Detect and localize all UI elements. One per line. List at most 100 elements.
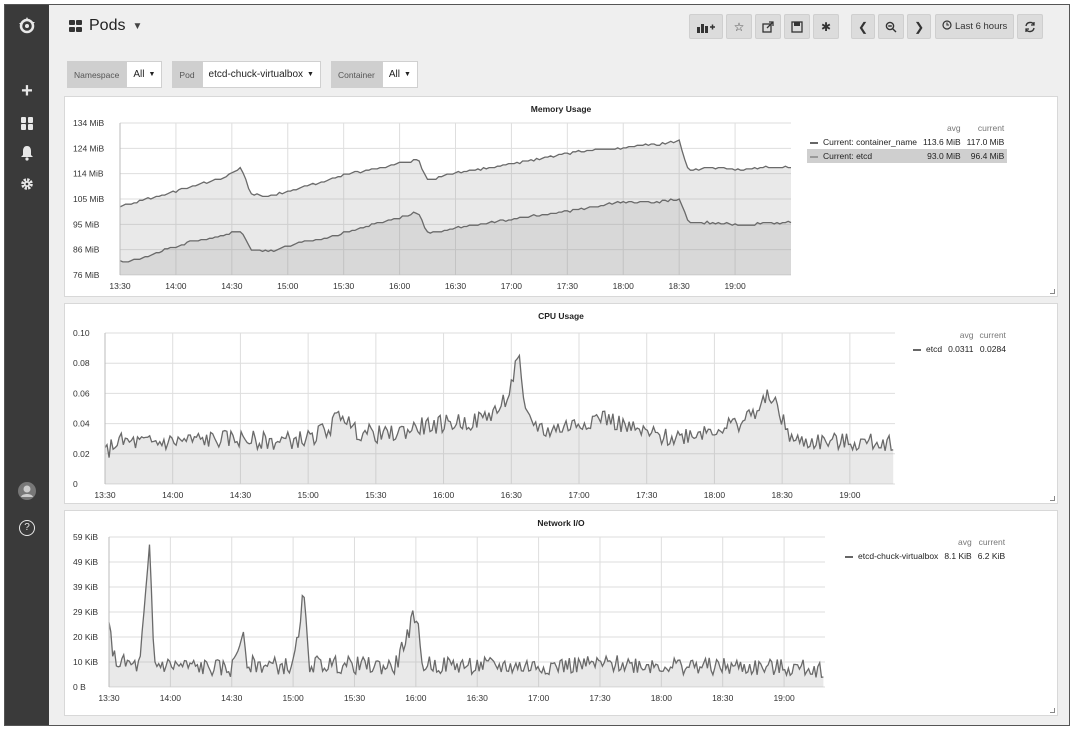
series-swatch: [913, 348, 921, 351]
x-tick-label: 17:30: [589, 693, 611, 703]
legend-header-current: current: [978, 537, 1006, 547]
y-tick-label: 95 MiB: [73, 219, 100, 229]
variable-pod: Pod etcd-chuck-virtualbox ▼: [172, 61, 321, 88]
x-tick-label: 19:00: [773, 693, 795, 703]
caret-down-icon: ▼: [403, 71, 411, 78]
x-tick-label: 16:30: [467, 693, 489, 703]
panel-title[interactable]: Network I/O: [537, 518, 585, 528]
legend-series-name: Current: container_name: [823, 137, 918, 147]
legend-avg: 0.0311: [948, 344, 974, 354]
x-tick-label: 18:30: [669, 281, 691, 291]
user-avatar-icon[interactable]: [5, 481, 49, 507]
add-panel-button[interactable]: [689, 14, 723, 39]
grafana-logo-icon[interactable]: [5, 15, 49, 43]
x-tick-label: 15:30: [365, 490, 387, 500]
panel-title[interactable]: CPU Usage: [538, 311, 584, 321]
x-tick-label: 15:00: [277, 281, 299, 291]
series-swatch: [845, 555, 853, 558]
cpu-usage-chart[interactable]: 0.10 0.08 0.06 0.04 0.02 0 13:30 14:00 14:30 15:0…: [65, 304, 1059, 505]
legend-row[interactable]: Current: container_name 113.6 MiB 117.0 Mi…: [807, 135, 1007, 149]
legend-avg: 113.6 MiB: [923, 137, 961, 147]
zoom-out-button[interactable]: [878, 14, 905, 39]
dashboards-icon[interactable]: [5, 114, 49, 134]
legend-current: 96.4 MiB: [963, 149, 1008, 163]
memory-legend: avg current Current: container_name 113.6 …: [807, 121, 1008, 163]
y-tick-label: 0.06: [73, 388, 90, 398]
memory-usage-chart[interactable]: 134 MiB 124 MiB 114 MiB 105 MiB 95 MiB 86 MiB…: [65, 97, 1059, 298]
plus-icon[interactable]: +: [21, 80, 33, 102]
x-tick-label: 18:00: [651, 693, 673, 703]
zoom-out-icon: [885, 21, 897, 32]
network-io-panel[interactable]: Network I/O 59 KiB 49 KiB 39 KiB 29 KiB 20 K…: [64, 510, 1058, 716]
series-swatch: [810, 155, 818, 158]
namespace-select[interactable]: All ▼: [126, 61, 163, 88]
refresh-icon: [1025, 21, 1035, 32]
container-select[interactable]: All ▼: [381, 61, 418, 88]
y-tick-label: 0: [73, 479, 78, 489]
x-tick-label: 18:30: [712, 693, 734, 703]
y-tick-label: 59 KiB: [73, 532, 98, 542]
panel-resize-handle[interactable]: [1050, 708, 1055, 713]
x-tick-label: 15:30: [333, 281, 355, 291]
refresh-button[interactable]: [1017, 14, 1044, 39]
time-picker-button[interactable]: Last 6 hours: [935, 14, 1015, 39]
star-button[interactable]: ☆: [726, 14, 752, 39]
chevron-right-icon: ❯: [914, 19, 925, 34]
save-icon: [791, 20, 803, 33]
legend-row[interactable]: etcd-chuck-virtualbox 8.1 KiB 6.2 KiB: [842, 549, 1008, 563]
series-area: [120, 140, 791, 275]
x-tick-label: 14:00: [160, 693, 182, 703]
variable-label: Namespace: [67, 61, 127, 88]
x-tick-label: 17:00: [501, 281, 523, 291]
network-io-chart[interactable]: 59 KiB 49 KiB 39 KiB 29 KiB 20 KiB 10 KiB 0 B 1…: [65, 511, 1059, 717]
series-line: [104, 353, 894, 458]
variable-label: Pod: [172, 61, 202, 88]
series-swatch: [810, 141, 818, 144]
sidebar: + ?: [5, 5, 49, 725]
x-tick-label: 13:30: [98, 693, 120, 703]
gear-icon[interactable]: [5, 176, 49, 198]
panel-resize-handle[interactable]: [1050, 289, 1055, 294]
variable-container: Container All ▼: [330, 61, 418, 88]
legend-header-current: current: [979, 330, 1006, 340]
legend-row[interactable]: Current: etcd 93.0 MiB 96.4 MiB: [807, 149, 1008, 163]
legend-series-name: Current: etcd: [823, 151, 873, 161]
dashboard-navbar: Pods ▼ ☆ ✱ ❮ ❯: [49, 5, 1069, 53]
x-tick-label: 18:00: [704, 490, 726, 500]
add-panel-icon: [697, 23, 715, 33]
dashboard-title-picker[interactable]: Pods ▼: [69, 17, 142, 35]
dashboard-main: Pods ▼ ☆ ✱ ❮ ❯: [49, 5, 1069, 725]
time-forward-button[interactable]: ❯: [907, 14, 932, 39]
y-tick-label: 39 KiB: [73, 582, 98, 592]
memory-usage-panel[interactable]: Memory Usage 134 MiB 124 MiB 114 MiB 105 Mi…: [64, 96, 1058, 297]
cpu-usage-panel[interactable]: CPU Usage 0.10 0.08 0.06 0.04 0.02 0 13:30 14:0…: [64, 303, 1058, 504]
time-back-button[interactable]: ❮: [851, 14, 876, 39]
help-icon[interactable]: ?: [5, 516, 49, 536]
x-tick-label: 14:00: [162, 490, 184, 500]
settings-button[interactable]: ✱: [813, 14, 839, 39]
caret-down-icon: ▼: [148, 71, 156, 78]
panel-title[interactable]: Memory Usage: [530, 104, 592, 114]
x-tick-label: 18:00: [613, 281, 635, 291]
legend-header-avg: avg: [959, 330, 974, 340]
dashboard-grid-icon: [69, 19, 82, 33]
x-tick-label: 13:30: [94, 490, 116, 500]
y-tick-label: 29 KiB: [73, 607, 98, 617]
pod-select[interactable]: etcd-chuck-virtualbox ▼: [201, 61, 321, 88]
bell-icon[interactable]: [5, 145, 49, 167]
caret-down-icon: ▼: [132, 20, 143, 32]
star-icon: ☆: [733, 19, 745, 34]
y-tick-label: 0.04: [73, 419, 90, 429]
x-tick-label: 15:30: [344, 693, 366, 703]
chevron-left-icon: ❮: [858, 19, 869, 34]
panel-resize-handle[interactable]: [1050, 496, 1055, 501]
legend-row[interactable]: etcd 0.0311 0.0284: [910, 342, 1009, 356]
legend-avg: 8.1 KiB: [944, 551, 972, 561]
template-variables: Namespace All ▼ Pod etcd-chuck-virtualbox…: [67, 61, 418, 88]
x-tick-label: 19:00: [839, 490, 861, 500]
save-button[interactable]: [784, 14, 810, 39]
share-button[interactable]: [755, 14, 781, 39]
x-tick-label: 14:30: [230, 490, 252, 500]
y-tick-label: 134 MiB: [73, 118, 105, 128]
x-tick-label: 17:00: [528, 693, 550, 703]
